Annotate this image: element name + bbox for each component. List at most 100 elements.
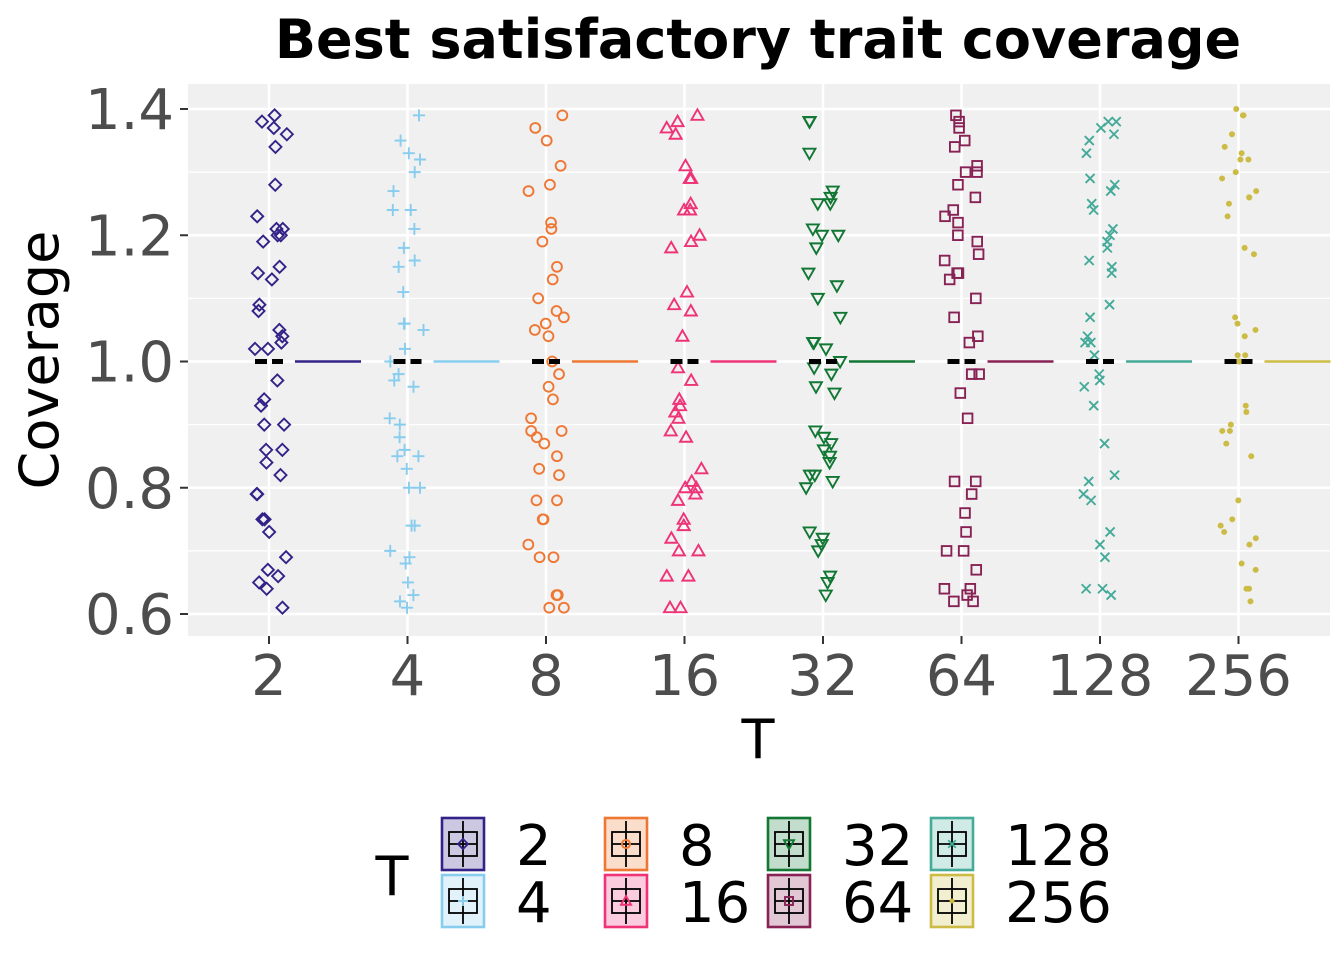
data-point [253, 398, 269, 414]
data-point [683, 170, 699, 184]
data-point [965, 488, 978, 500]
data-point [392, 260, 405, 273]
data-point [1243, 409, 1250, 415]
data-point [247, 341, 263, 357]
data-point [671, 391, 687, 405]
data-point [691, 227, 708, 241]
data-point [970, 292, 982, 305]
data-point [679, 284, 695, 298]
data-point [401, 601, 414, 614]
legend-key [766, 816, 812, 872]
data-point [961, 412, 974, 425]
data-point [269, 221, 284, 237]
data-point [1217, 522, 1224, 529]
data-point [971, 160, 983, 172]
data-point [959, 134, 971, 147]
data-point [680, 568, 697, 582]
data-point [273, 227, 289, 243]
data-point [1084, 173, 1096, 184]
data-point [543, 601, 556, 614]
x-axis-title: T [741, 708, 776, 771]
data-point [533, 551, 546, 564]
data-point [275, 328, 290, 344]
data-point [544, 178, 556, 191]
data-point [270, 227, 285, 243]
data-point [413, 153, 426, 166]
data-point [1095, 122, 1107, 134]
data-point [949, 141, 961, 153]
data-point [257, 511, 272, 527]
data-point [412, 109, 425, 122]
data-point [260, 562, 276, 578]
data-point [267, 107, 282, 123]
data-point [394, 595, 407, 608]
data-point [268, 139, 283, 155]
data-point [387, 185, 400, 198]
data-point [408, 519, 421, 532]
data-point [1089, 350, 1100, 361]
data-point [1237, 156, 1244, 163]
data-point [530, 431, 543, 444]
data-point [1233, 106, 1240, 112]
data-point [408, 166, 421, 179]
data-point [807, 425, 823, 439]
data-point [261, 524, 277, 540]
data-point [963, 336, 976, 349]
data-point [676, 517, 692, 532]
data-point [1082, 331, 1093, 342]
data-point [938, 583, 951, 595]
plot-panel [188, 84, 1330, 636]
data-point [542, 330, 555, 343]
data-point [272, 322, 287, 338]
data-point [816, 444, 832, 458]
data-point [1245, 156, 1252, 163]
x-tick-label: 2 [251, 644, 287, 709]
data-point [393, 431, 406, 444]
data-point [1086, 198, 1097, 209]
data-point [256, 417, 272, 432]
data-point [259, 581, 275, 597]
data-point [522, 185, 535, 197]
data-point [1229, 516, 1236, 523]
data-point [558, 601, 570, 614]
y-axis-title: Coverage [8, 231, 71, 490]
data-point [547, 393, 559, 406]
data-point [953, 122, 965, 134]
data-point [801, 116, 818, 130]
data-point [677, 479, 693, 494]
data-point [1111, 116, 1122, 127]
data-point [961, 589, 973, 601]
data-point [678, 429, 694, 443]
data-point [1226, 427, 1233, 434]
data-point [414, 481, 427, 494]
data-point [1227, 421, 1234, 428]
data-point [1221, 143, 1228, 150]
data-point [965, 368, 978, 380]
data-point [960, 526, 972, 538]
data-point [401, 576, 414, 589]
data-point [1088, 400, 1099, 411]
data-point [1084, 312, 1096, 323]
data-point [1232, 314, 1239, 321]
data-point [272, 259, 287, 275]
data-point [528, 324, 541, 336]
data-point [399, 557, 412, 570]
data-point [689, 107, 706, 121]
data-point [938, 254, 951, 267]
data-point [683, 195, 699, 210]
data-point [1105, 589, 1117, 601]
data-point [388, 374, 401, 387]
data-point [830, 229, 846, 244]
data-point [972, 248, 985, 260]
data-point [964, 583, 977, 595]
data-point [1219, 427, 1226, 434]
data-point [266, 120, 282, 136]
legend-key [440, 873, 486, 929]
data-point [279, 126, 295, 142]
data-point [957, 545, 970, 557]
legend-key-marker [458, 896, 468, 906]
legend-key-marker [619, 894, 633, 906]
data-point [1252, 566, 1259, 573]
data-point [392, 368, 405, 381]
data-point [1247, 598, 1254, 605]
